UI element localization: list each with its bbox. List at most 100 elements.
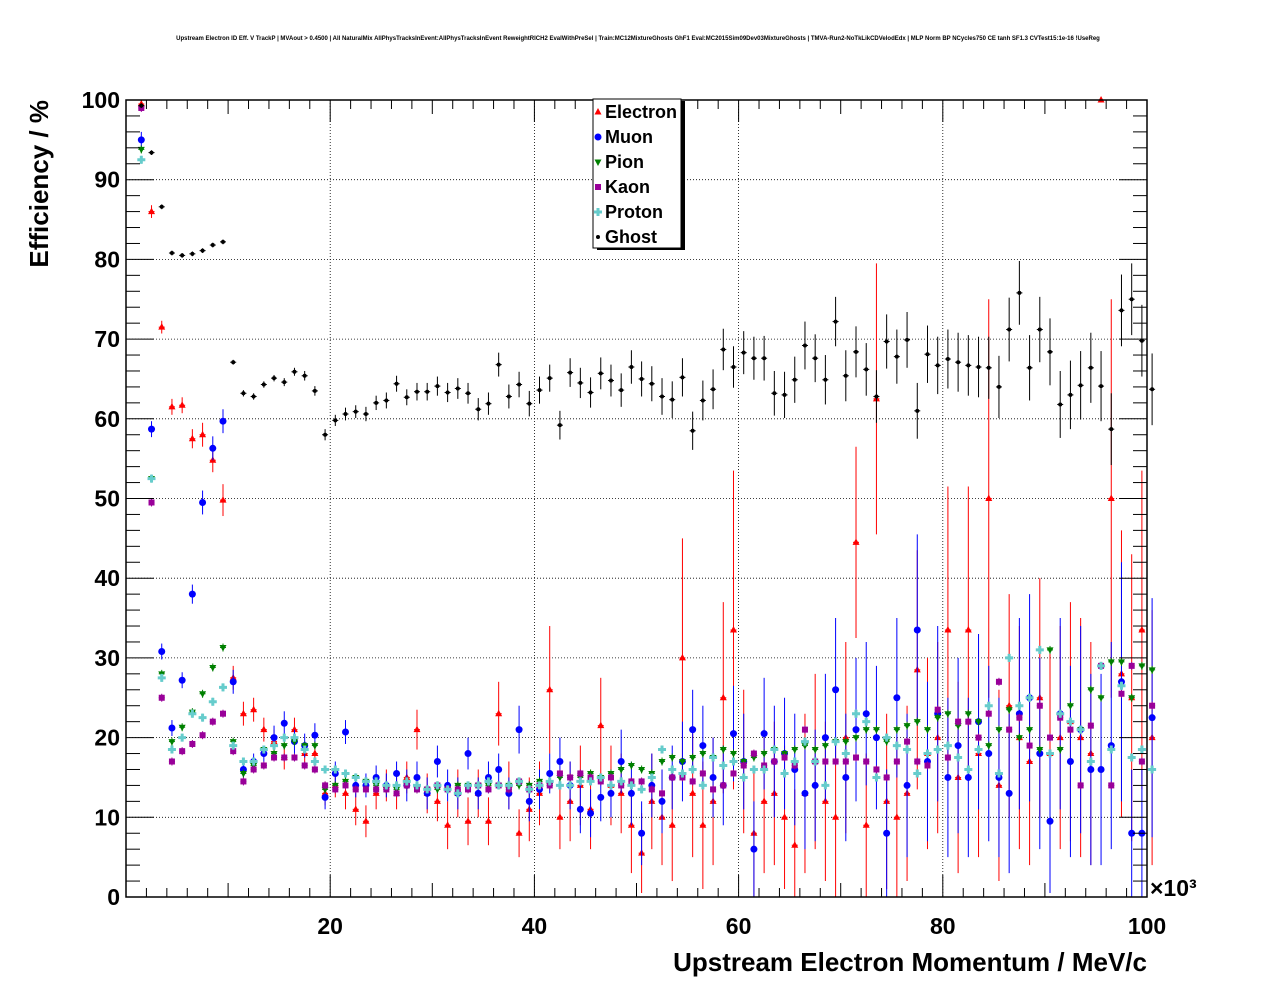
- y-tick-label: 60: [94, 406, 120, 432]
- pion-point: [1148, 667, 1156, 674]
- legend-entry-pion: Pion: [594, 152, 644, 172]
- ghost-point: [802, 343, 807, 348]
- kaon-point: [567, 774, 574, 781]
- data-layer: [137, 96, 1157, 897]
- ghost-point: [517, 382, 522, 387]
- kaon-point: [1118, 690, 1125, 697]
- y-tick-label: 90: [94, 167, 120, 193]
- electron-point: [597, 721, 605, 729]
- kaon-point: [975, 734, 982, 741]
- pion-point: [954, 723, 962, 730]
- y-tick-label: 0: [107, 884, 120, 910]
- proton-point: [300, 745, 309, 754]
- kaon-point: [1016, 714, 1023, 721]
- electron-point: [781, 813, 789, 820]
- legend-entry-muon: Muon: [594, 127, 653, 147]
- electron-point: [985, 494, 993, 501]
- kaon-point: [1149, 702, 1156, 709]
- electron-point: [1005, 701, 1013, 709]
- muon-point: [750, 845, 758, 853]
- proton-point: [137, 155, 146, 164]
- ghost-point: [874, 394, 879, 399]
- pion-point: [1005, 707, 1013, 714]
- proton-point: [535, 781, 544, 790]
- ghost-point: [139, 103, 144, 108]
- proton-point: [270, 741, 279, 750]
- kaon-point: [1138, 758, 1145, 765]
- muon-point: [587, 809, 595, 817]
- proton-point: [1148, 765, 1157, 774]
- proton-point: [515, 777, 524, 786]
- pion-point: [852, 735, 860, 742]
- ghost-point: [935, 363, 940, 368]
- pion-point: [1036, 747, 1044, 754]
- muon-point: [729, 730, 737, 738]
- kaon-point: [873, 766, 880, 773]
- ghost-point: [1139, 338, 1144, 343]
- proton-point: [688, 765, 697, 774]
- muon-point: [597, 793, 605, 801]
- proton-point: [606, 781, 615, 790]
- ghost-point: [629, 364, 634, 369]
- proton-point: [800, 737, 809, 746]
- legend-label-ghost: Ghost: [605, 227, 657, 247]
- electron-point: [290, 725, 298, 733]
- proton-point: [464, 781, 473, 790]
- kaon-point: [1047, 734, 1054, 741]
- pion-point: [760, 751, 768, 758]
- muon-point: [546, 769, 554, 777]
- pion-point: [903, 723, 911, 730]
- pion-point: [617, 766, 625, 774]
- pion-point: [1128, 695, 1136, 702]
- proton-point: [770, 745, 779, 754]
- kaon-point: [832, 758, 839, 765]
- muon-point: [158, 648, 166, 656]
- ghost-point: [1119, 308, 1124, 313]
- electron-point: [546, 685, 554, 693]
- proton-point: [913, 769, 922, 778]
- kaon-point: [1026, 742, 1033, 749]
- ghost-point: [966, 363, 971, 368]
- proton-point: [290, 733, 299, 742]
- proton-point: [351, 773, 360, 782]
- ghost-point: [670, 397, 675, 402]
- pion-point: [1107, 659, 1115, 666]
- electron-point: [964, 626, 972, 633]
- x-tick-label: 20: [317, 913, 343, 939]
- muon-point: [658, 797, 666, 805]
- kaon-point: [322, 782, 329, 789]
- axis-ticks: [126, 99, 1148, 898]
- pion-point: [729, 751, 737, 758]
- muon-point: [862, 710, 870, 718]
- ghost-point: [762, 356, 767, 361]
- muon-point: [556, 758, 564, 766]
- ghost-point: [751, 356, 756, 361]
- pion-point: [801, 743, 809, 750]
- proton-point: [1066, 717, 1075, 726]
- kaon-point: [863, 758, 870, 765]
- proton-point: [453, 789, 462, 798]
- ghost-point: [292, 369, 297, 374]
- proton-point: [892, 741, 901, 750]
- pion-point: [1046, 647, 1054, 654]
- ghost-point: [588, 390, 593, 395]
- kaon-point: [373, 786, 380, 793]
- proton-point: [433, 781, 442, 790]
- proton-point: [872, 773, 881, 782]
- ghost-point: [425, 389, 430, 394]
- proton-point: [443, 785, 452, 794]
- ghost-point: [905, 337, 910, 342]
- proton-point: [167, 745, 176, 754]
- ghost-point: [404, 395, 409, 400]
- muon-point: [474, 789, 482, 797]
- pion-point: [1056, 747, 1064, 754]
- kaon-point: [883, 774, 890, 781]
- muon-point: [280, 719, 288, 727]
- proton-point: [668, 765, 677, 774]
- proton-point: [974, 745, 983, 754]
- kaon-point: [955, 718, 962, 725]
- ghost-point: [813, 356, 818, 361]
- pion-point: [1015, 735, 1023, 742]
- kaon-point: [260, 762, 267, 769]
- muon-point: [1066, 758, 1074, 766]
